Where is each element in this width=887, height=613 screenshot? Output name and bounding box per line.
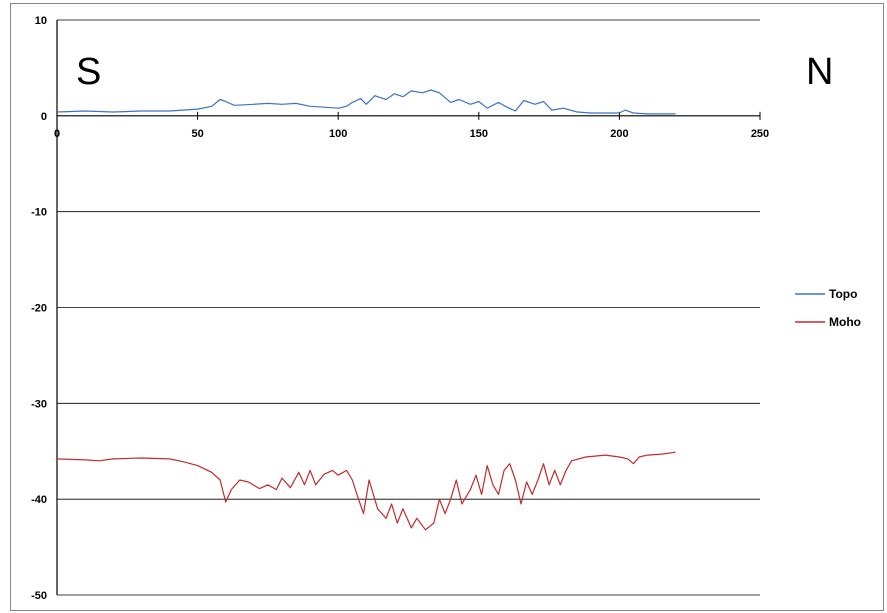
x-axis: 0 50 100 150 200 250 [54, 20, 769, 595]
y-tick-label: -40 [31, 494, 47, 506]
x-tick-label: 200 [610, 128, 628, 140]
legend-label-topo: Topo [829, 287, 857, 301]
y-tick-label: -30 [31, 398, 47, 410]
y-axis-ticks: 10 0 -10 -20 -30 -40 -50 [31, 15, 47, 602]
y-tick-label: -50 [31, 590, 47, 602]
series-lines [56, 89, 676, 531]
legend-label-moho: Moho [829, 315, 861, 329]
annotation-south: S [76, 51, 101, 93]
x-tick-label: 100 [329, 128, 347, 140]
x-tick-label: 150 [470, 128, 488, 140]
y-tick-label: 10 [35, 15, 47, 27]
series-line-topo [56, 89, 676, 115]
y-tick-label: 0 [41, 111, 47, 123]
annotation-north: N [806, 51, 833, 93]
x-tick-label: 250 [751, 128, 769, 140]
gridlines [57, 19, 760, 596]
y-tick-label: -20 [31, 303, 47, 315]
x-tick-label: 0 [54, 128, 60, 140]
legend: Topo Moho [795, 287, 861, 329]
series-line-moho [56, 451, 676, 531]
x-tick-label: 50 [191, 128, 203, 140]
y-tick-label: -10 [31, 207, 47, 219]
